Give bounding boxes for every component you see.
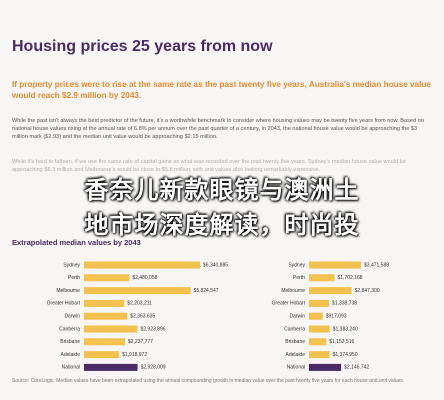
category-label: National	[62, 365, 80, 371]
value-label: $2,923,896	[140, 326, 165, 332]
subtitle: If property prices were to rise at the s…	[12, 80, 431, 100]
overlay-caption: 香奈儿新款眼镜与澳洲土	[84, 177, 360, 204]
bar	[309, 351, 330, 359]
category-label: Sydney	[63, 262, 80, 268]
bar	[84, 274, 130, 282]
category-label: Perth	[293, 275, 305, 281]
category-label: Greater Hobart	[47, 301, 81, 307]
bar	[84, 325, 138, 333]
value-label: $1,702,168	[337, 275, 362, 281]
value-label: $2,146,742	[344, 365, 369, 371]
value-label: $1,152,516	[329, 339, 354, 345]
category-label: Greater Hobart	[272, 301, 306, 307]
bar	[84, 261, 200, 269]
value-label: $1,918,972	[122, 352, 147, 358]
value-label: $1,374,950	[333, 352, 358, 358]
category-label: Darwin	[289, 314, 305, 320]
bar	[309, 261, 361, 269]
category-label: Melbourne	[56, 288, 80, 294]
category-label: Brisbane	[285, 339, 305, 345]
overlay-caption: 地市场深度解读，时尚投	[84, 212, 360, 239]
bar	[309, 312, 323, 320]
chart-heading: Extrapolated median values by 2043	[12, 238, 141, 247]
category-label: Brisbane	[60, 339, 80, 345]
bar	[309, 287, 352, 295]
category-label: Sydney	[288, 262, 305, 268]
category-label: Canberra	[59, 326, 80, 332]
category-label: Darwin	[64, 314, 80, 320]
bar	[309, 363, 342, 371]
footnote: Source: CoreLogic. Median values have be…	[12, 378, 405, 384]
value-label: $6,340,885	[203, 262, 228, 268]
title: Housing prices 25 years from now	[12, 38, 273, 55]
value-label: $3,471,588	[364, 262, 389, 268]
bar	[84, 363, 138, 371]
bar	[84, 312, 128, 320]
value-label: $2,237,777	[128, 339, 153, 345]
bar	[309, 338, 327, 346]
bar	[84, 287, 191, 295]
bar	[84, 338, 125, 346]
value-label: $1,383,240	[333, 326, 358, 332]
bar	[84, 299, 125, 307]
value-label: $2,847,300	[355, 288, 380, 294]
charts: Sydney $6,340,885 Perth $2,480,058 Melbourne…	[47, 261, 389, 371]
paragraph: While it's hard to fathom, if we use the…	[12, 159, 406, 173]
value-label: $2,480,058	[132, 275, 157, 281]
bar	[84, 351, 120, 359]
category-label: Melbourne	[281, 288, 305, 294]
value-label: $2,363,635	[130, 314, 155, 320]
value-label: $917,093	[326, 314, 347, 320]
value-label: $5,824,547	[194, 288, 219, 294]
bar	[309, 274, 335, 282]
bar	[309, 299, 330, 307]
category-label: Canberra	[284, 326, 305, 332]
value-label: $2,928,009	[141, 365, 166, 371]
category-label: Adelaide	[61, 352, 81, 358]
category-label: National	[287, 365, 305, 371]
category-label: Perth	[68, 275, 80, 281]
bar	[309, 325, 330, 333]
category-label: Adelaide	[286, 352, 306, 358]
paragraph: While the past isn't always the best pre…	[12, 118, 424, 140]
value-label: $2,203,211	[127, 301, 152, 307]
value-label: $1,338,738	[332, 301, 357, 307]
